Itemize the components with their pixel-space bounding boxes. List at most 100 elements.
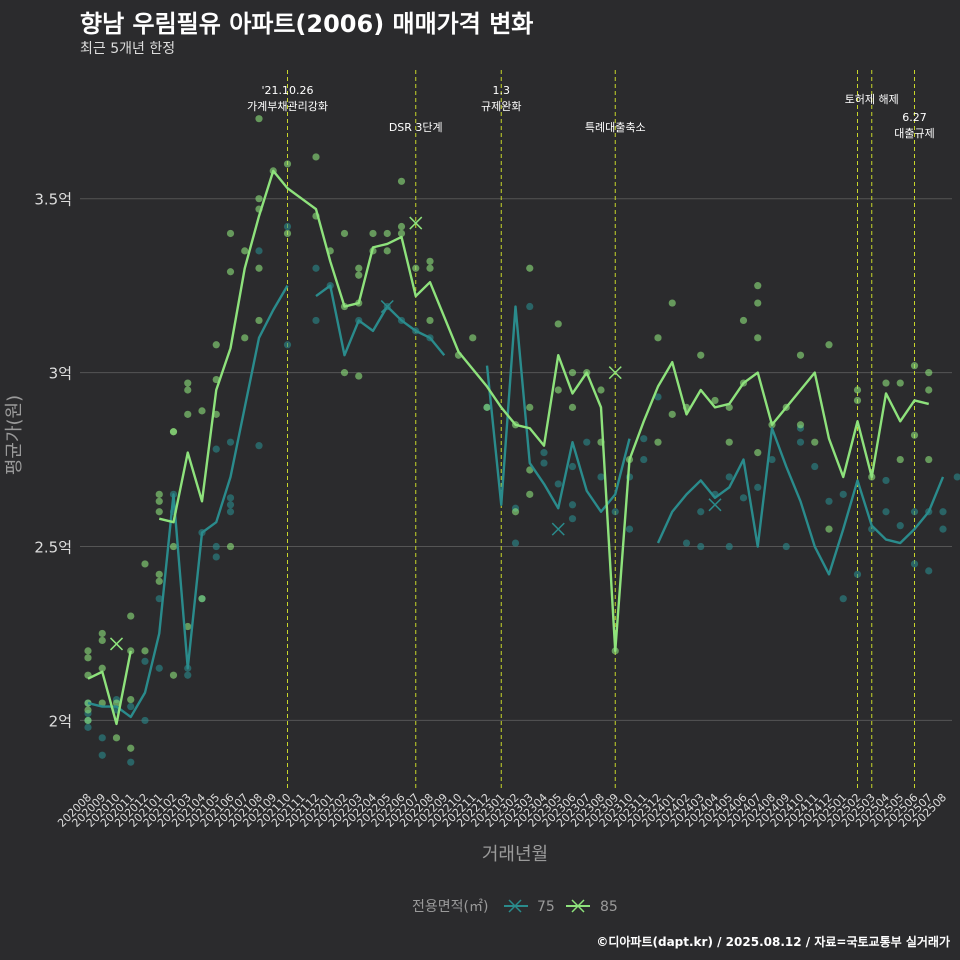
trade-point-85	[526, 403, 534, 411]
avg-marker-75	[708, 498, 722, 512]
chart-subtitle: 최근 5개년 한정	[80, 41, 176, 57]
trade-point-85	[312, 153, 320, 161]
trade-point-75	[141, 657, 149, 665]
trade-point-85	[597, 386, 605, 394]
trade-point-85	[155, 577, 163, 585]
trade-point-85	[141, 560, 149, 568]
trade-point-85	[226, 229, 235, 238]
trade-point-75	[754, 483, 762, 491]
trade-point-75	[910, 508, 919, 516]
trade-point-75	[640, 455, 648, 464]
avg-marker-85	[608, 366, 622, 380]
trade-point-75	[640, 435, 648, 443]
trade-point-85	[526, 264, 534, 272]
trade-point-85	[155, 490, 163, 498]
trade-point-75	[540, 449, 548, 457]
trade-point-85	[98, 629, 106, 638]
trade-point-85	[796, 351, 805, 359]
trade-point-85	[226, 268, 235, 276]
avg-marker-85	[409, 216, 423, 230]
series-line-75	[315, 284, 446, 357]
trade-point-75	[127, 702, 135, 711]
trade-point-85	[526, 490, 534, 498]
trade-point-85	[469, 334, 477, 342]
trade-point-85	[882, 379, 890, 387]
trade-point-75	[825, 497, 833, 505]
trade-point-75	[312, 264, 320, 272]
trade-point-85	[754, 334, 762, 342]
trade-point-85	[98, 636, 106, 645]
trade-point-85	[255, 316, 263, 325]
trade-point-85	[896, 455, 904, 464]
trade-point-85	[255, 195, 263, 203]
event-label: 특례대출축소	[585, 121, 646, 134]
trade-point-85	[925, 455, 933, 464]
trade-point-75	[155, 664, 163, 672]
trade-point-85	[853, 386, 862, 394]
trade-point-75	[526, 302, 534, 311]
trade-point-85	[511, 508, 520, 516]
trade-point-85	[155, 497, 163, 505]
avg-marker-75	[380, 299, 394, 314]
trade-point-75	[84, 723, 92, 731]
trade-point-85	[412, 264, 420, 272]
trade-point-85	[383, 247, 391, 255]
y-axis-label: 평균가(원)	[4, 395, 25, 475]
trade-point-85	[397, 229, 406, 238]
trade-point-85	[127, 612, 135, 620]
trade-point-75	[882, 476, 890, 485]
trade-point-75	[939, 525, 947, 533]
trade-point-85	[198, 595, 206, 603]
trade-point-85	[910, 362, 919, 370]
trade-point-75	[283, 222, 292, 231]
trade-point-75	[725, 542, 733, 551]
trade-point-75	[583, 438, 591, 446]
trade-point-75	[882, 508, 890, 516]
trade-point-85	[98, 699, 106, 707]
trade-point-85	[141, 647, 149, 655]
trade-point-85	[340, 369, 349, 377]
trade-point-75	[226, 438, 235, 446]
avg-marker-75	[551, 522, 565, 536]
trade-point-85	[725, 438, 733, 446]
trade-point-85	[754, 449, 762, 457]
trade-point-85	[198, 407, 206, 415]
trade-point-75	[212, 553, 220, 561]
trade-point-75	[212, 542, 220, 551]
trade-point-85	[112, 699, 121, 707]
event-label: DSR 3단계	[389, 121, 443, 134]
trade-point-85	[754, 282, 762, 290]
trade-point-85	[184, 410, 192, 418]
trade-point-75	[925, 567, 933, 575]
trade-point-85	[426, 257, 434, 265]
trade-point-85	[241, 247, 249, 255]
series-line-85	[158, 169, 930, 653]
trade-point-85	[112, 734, 121, 742]
trade-point-75	[255, 247, 263, 255]
trade-point-85	[98, 664, 106, 672]
trade-point-75	[896, 522, 904, 530]
trade-point-85	[127, 695, 135, 704]
event-label: 6.27	[902, 111, 927, 124]
trade-point-85	[226, 542, 235, 551]
event-label: 대출규제	[894, 127, 934, 140]
trade-point-75	[853, 570, 862, 578]
trade-point-85	[483, 403, 491, 411]
trade-point-75	[568, 515, 577, 523]
trade-point-75	[939, 508, 947, 516]
trade-point-75	[625, 525, 634, 533]
y-tick-label: 3.5억	[34, 191, 72, 209]
trade-point-85	[554, 320, 562, 328]
trade-point-85	[84, 716, 92, 725]
y-tick-label: 2.5억	[34, 539, 72, 557]
legend-label-75: 75	[537, 899, 555, 915]
trade-point-75	[141, 716, 149, 725]
trade-point-85	[383, 229, 391, 238]
trade-point-75	[697, 508, 705, 516]
trade-point-75	[511, 539, 520, 547]
lines-layer	[87, 169, 945, 726]
trade-point-85	[155, 570, 163, 578]
grid-layer	[80, 198, 952, 721]
trade-point-85	[84, 654, 92, 662]
